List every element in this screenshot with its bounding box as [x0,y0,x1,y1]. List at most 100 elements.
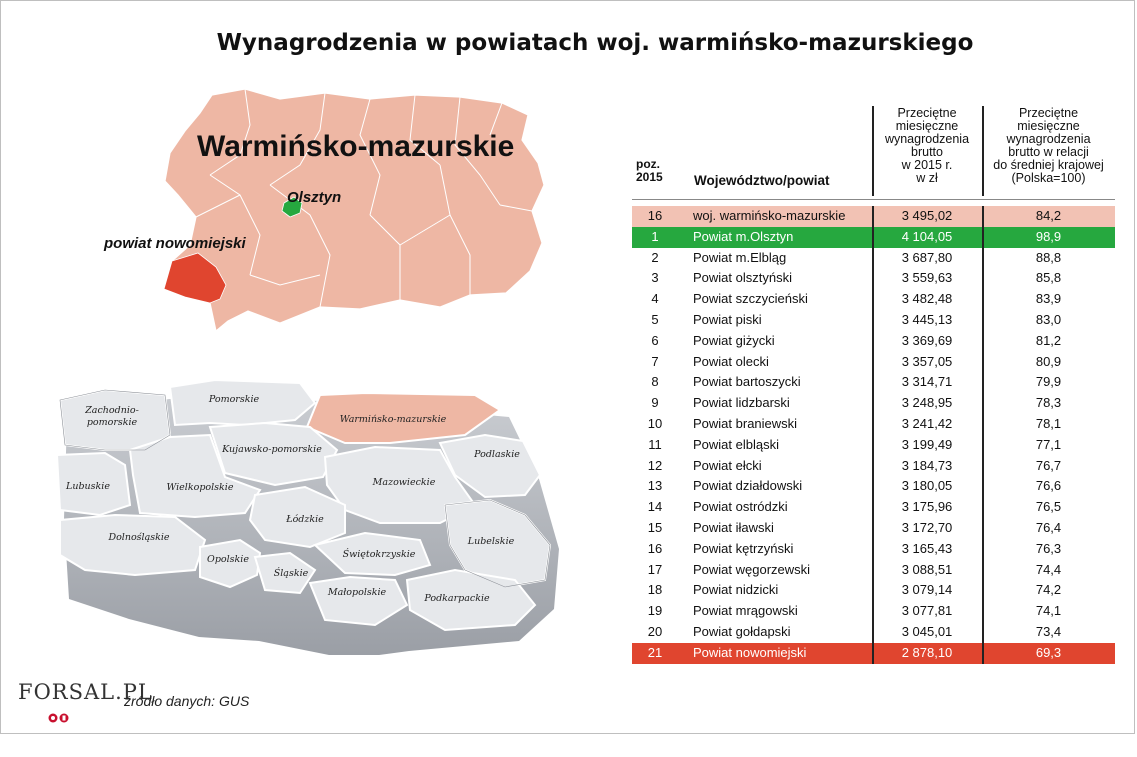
row-wage-value: 2 878,10 [901,644,953,660]
row-wage-value: 3 088,51 [901,561,953,577]
row-position: 4 [651,291,659,307]
row-position: 21 [647,644,663,660]
tile-podlaskie [438,433,542,499]
row-relative-value: 76,7 [1035,457,1062,473]
voivodeship-tiles [55,378,552,632]
row-relative-value: 74,2 [1035,582,1062,598]
row-wage-value: 3 180,05 [901,478,953,494]
row-relative-value: 81,2 [1035,332,1062,348]
tile-malopolskie [308,575,409,627]
data-source: źródło danych: GUS [124,693,250,709]
row-name: Powiat węgorzewski [693,561,811,577]
row-wage-value: 3 199,49 [901,436,953,452]
row-relative-value: 76,4 [1035,520,1062,535]
row-wage-value: 3 495,02 [901,208,953,223]
row-name: Powiat lidzbarski [693,395,790,411]
olsztyn-label: Olsztyn [287,189,342,206]
row-name: Powiat bartoszycki [693,374,801,390]
voivodeship-map [163,88,545,333]
map-label-pomorskie: Pomorskie [208,394,260,405]
row-relative-value: 73,4 [1035,624,1062,639]
table-row: 11 Powiat elbląski 3 199,49 77,1 [632,435,1115,456]
map-label-swietokrzyskie: Świętokrzyskie [342,549,416,560]
table-row: 3 Powiat olsztyński 3 559,63 85,8 [632,268,1115,289]
map-label-podkarpackie: Podkarpackie [424,593,490,604]
row-position: 17 [647,561,663,577]
row-relative-value: 83,0 [1035,312,1062,327]
row-position: 16 [647,540,663,556]
map-label-lubelskie: Lubelskie [467,536,515,547]
row-name: Powiat nowomiejski [693,644,807,660]
table-row: 16 woj. warmińsko-mazurskie 3 495,02 84,2 [632,206,1115,227]
row-wage-value: 3 445,13 [901,312,953,327]
row-position: 5 [651,312,659,327]
map-label-kujawsko-pomorskie: Kujawsko-pomorskie [222,444,322,455]
table-row: 13 Powiat działdowski 3 180,05 76,6 [632,476,1115,497]
row-name: woj. warmińsko-mazurskie [693,208,846,223]
table-row: 9 Powiat lidzbarski 3 248,95 78,3 [632,393,1115,414]
row-name: Powiat giżycki [693,332,775,348]
row-position: 11 [648,436,662,452]
header-divider-2 [982,106,984,196]
row-relative-value: 84,2 [1035,208,1062,223]
row-wage-value: 3 077,81 [901,603,953,619]
map-label-wielkopolskie: Wielkopolskie [166,482,234,493]
row-position: 19 [647,603,663,619]
page-title: Wynagrodzenia w powiatach woj. warmińsko… [216,30,974,56]
row-relative-value: 80,9 [1035,353,1062,369]
table-row: 4 Powiat szczycieński 3 482,48 83,9 [632,289,1115,310]
forsal-logo: FORSAL.PL [18,680,153,704]
row-relative-value: 98,9 [1035,228,1062,244]
table-row: 1 Powiat m.Olsztyn 4 104,05 98,9 [632,226,1115,248]
table-row: 16 Powiat kętrzyński 3 165,43 76,3 [632,539,1115,560]
row-wage-value: 3 559,63 [901,270,953,286]
region-name: Warmińsko-mazurskie [197,130,515,163]
publisher-mark-icon [48,713,69,723]
page-frame [0,0,1135,734]
row-position: 20 [647,624,663,639]
row-position: 12 [647,457,663,473]
table-row: 21 Powiat nowomiejski 2 878,10 69,3 [632,642,1115,664]
row-relative-value: 85,8 [1035,270,1062,286]
map-label-lodzkie: Łódzkie [286,514,324,525]
row-wage-value: 3 357,05 [901,353,953,369]
row-position: 9 [651,395,659,411]
header-relative: Przeciętne miesięczne wynagrodzenia brut… [993,106,1104,185]
map-label-mazowieckie: Mazowieckie [372,477,436,488]
row-position: 13 [647,478,663,494]
row-position: 6 [651,332,659,348]
map-label-warminsko-mazurskie: Warmińsko-mazurskie [339,414,447,425]
row-wage-value: 3 165,43 [901,540,953,556]
row-name: Powiat gołdapski [693,624,791,639]
row-name: Powiat olsztyński [693,270,792,286]
row-name: Powiat elbląski [693,436,779,452]
map-label-lubuskie: Lubuskie [66,481,110,492]
row-name: Powiat iławski [693,520,774,535]
row-wage-value: 4 104,05 [901,228,953,244]
header-pos: poz. 2015 [636,157,663,184]
table-row: 14 Powiat ostródzki 3 175,96 76,5 [632,497,1115,518]
map-label-slaskie: Śląskie [273,568,309,579]
poland-map [55,378,559,655]
map-label-podlaskie: Podlaskie [474,449,520,460]
row-name: Powiat olecki [693,353,769,369]
row-wage-value: 3 172,70 [901,520,953,535]
tile-warminsko-mazurskie [305,391,502,444]
row-name: Powiat szczycieński [693,291,808,307]
body-divider-0 [682,206,684,664]
row-position: 8 [651,374,659,390]
row-relative-value: 88,8 [1035,249,1062,265]
row-position: 18 [647,582,663,598]
row-relative-value: 77,1 [1035,436,1062,452]
row-wage-value: 3 248,95 [901,395,953,411]
nowomiejski-shape [163,252,227,304]
table-row: 2 Powiat m.Elbląg 3 687,80 88,8 [632,248,1115,269]
tile-wielkopolskie [128,433,262,519]
map-label-malopolskie: Małopolskie [327,587,387,598]
row-relative-value: 74,1 [1035,603,1062,619]
table-row: 10 Powiat braniewski 3 241,42 78,1 [632,414,1115,435]
tile-swietokrzyskie [312,531,432,577]
table-row: 8 Powiat bartoszycki 3 314,71 79,9 [632,372,1115,393]
row-relative-value: 74,4 [1035,561,1062,577]
row-position: 7 [651,353,659,369]
